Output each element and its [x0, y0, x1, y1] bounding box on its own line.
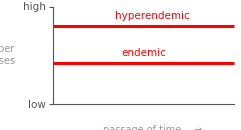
Text: endemic: endemic	[121, 48, 166, 58]
Text: number
of cases: number of cases	[0, 44, 15, 66]
Text: passage of time —→: passage of time —→	[103, 125, 202, 130]
Text: hyperendemic: hyperendemic	[115, 11, 190, 21]
